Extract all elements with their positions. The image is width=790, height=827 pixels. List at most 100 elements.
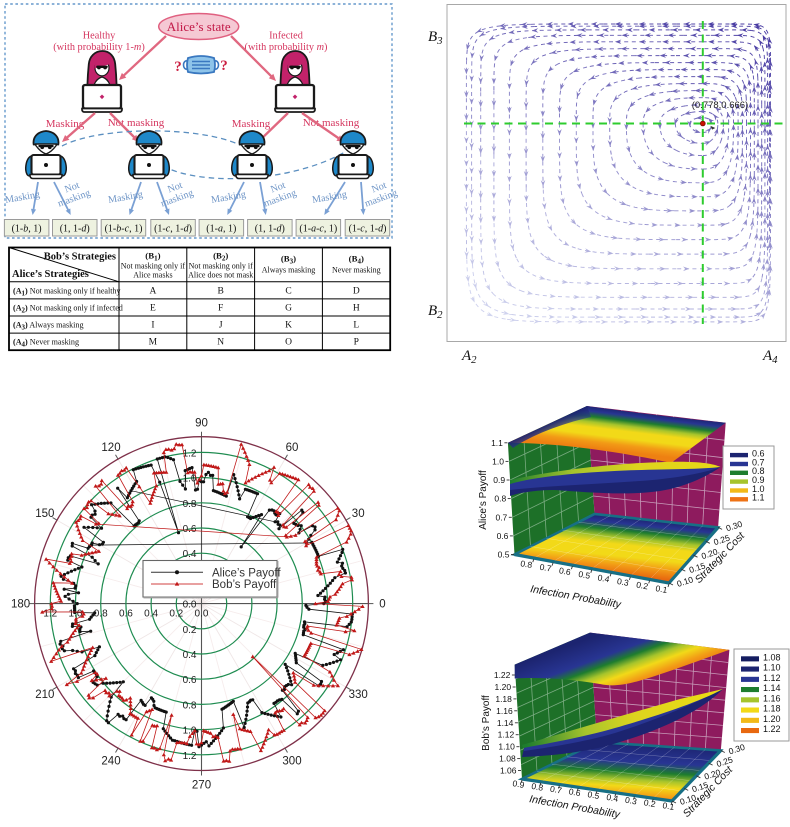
svg-text:J: J — [219, 321, 223, 331]
svg-text:0.0: 0.0 — [195, 609, 209, 620]
svg-text:Never masking: Never masking — [332, 266, 381, 275]
svg-text:(A1) Not masking only if healt: (A1) Not masking only if healthy — [13, 286, 122, 297]
svg-text:0.1: 0.1 — [655, 583, 669, 595]
svg-text:Not: Not — [370, 180, 388, 196]
svg-text:0.4: 0.4 — [144, 609, 158, 620]
svg-text:Not: Not — [269, 180, 287, 196]
svg-text:270: 270 — [192, 780, 211, 792]
svg-text:1.0: 1.0 — [69, 609, 83, 620]
svg-text:F: F — [218, 303, 223, 313]
svg-text:1.08: 1.08 — [499, 754, 516, 764]
svg-text:0.4: 0.4 — [183, 549, 197, 560]
svg-text:0.8: 0.8 — [183, 499, 197, 510]
svg-text:330: 330 — [349, 689, 368, 701]
svg-text:30: 30 — [352, 508, 365, 520]
svg-text:?: ? — [174, 59, 182, 75]
svg-text:D: D — [353, 286, 360, 296]
svg-text:0.7: 0.7 — [495, 512, 507, 522]
svg-text:?: ? — [220, 58, 228, 74]
svg-text:(1-a, 1): (1-a, 1) — [206, 224, 236, 235]
svg-text:0.1: 0.1 — [662, 800, 676, 812]
svg-text:Not masking only if: Not masking only if — [189, 262, 254, 271]
svg-text:(A2) Not masking only if infec: (A2) Not masking only if infected — [13, 303, 123, 314]
svg-text:0.25: 0.25 — [715, 754, 734, 769]
svg-text:(B1): (B1) — [145, 251, 160, 263]
svg-text:Alice’s Strategies: Alice’s Strategies — [12, 269, 89, 280]
svg-text:(1-b, 1): (1-b, 1) — [12, 224, 42, 235]
svg-text:1.14: 1.14 — [497, 718, 514, 728]
svg-text:0.8: 0.8 — [494, 494, 506, 504]
svg-text:Alice's Payoff: Alice's Payoff — [478, 470, 489, 530]
svg-text:0.9: 0.9 — [752, 475, 765, 485]
svg-text:0.6: 0.6 — [119, 609, 133, 620]
svg-text:1.16: 1.16 — [763, 693, 781, 703]
svg-text:180: 180 — [11, 599, 30, 611]
svg-text:Always masking: Always masking — [262, 266, 316, 275]
svg-text:1.22: 1.22 — [494, 670, 511, 680]
svg-text:0.6: 0.6 — [183, 675, 197, 686]
svg-text:1.10: 1.10 — [498, 742, 515, 752]
svg-text:0.2: 0.2 — [643, 797, 657, 809]
svg-text:120: 120 — [101, 442, 120, 454]
svg-text:0.20: 0.20 — [700, 546, 719, 561]
svg-text:(A3) Always masking: (A3) Always masking — [13, 321, 84, 332]
svg-text:(1-c, 1-d): (1-c, 1-d) — [349, 224, 387, 235]
svg-text:0.6: 0.6 — [752, 449, 765, 459]
svg-text:0.3: 0.3 — [624, 795, 638, 807]
svg-text:(with probability 1-m): (with probability 1-m) — [53, 42, 145, 53]
svg-text:0.8: 0.8 — [183, 700, 197, 711]
svg-text:0.6: 0.6 — [183, 524, 197, 535]
svg-text:Bob’s Strategies: Bob’s Strategies — [44, 252, 116, 263]
svg-text:0.30: 0.30 — [727, 742, 746, 757]
svg-text:0.7: 0.7 — [549, 784, 563, 796]
svg-text:150: 150 — [35, 508, 54, 520]
svg-text:E: E — [150, 303, 156, 313]
svg-text:Infected: Infected — [269, 31, 304, 42]
svg-text:0.3: 0.3 — [616, 576, 630, 588]
svg-text:Alice masks: Alice masks — [133, 271, 172, 280]
svg-text:1.16: 1.16 — [496, 706, 513, 716]
svg-text:0.30: 0.30 — [725, 519, 744, 534]
svg-text:Not masking: Not masking — [303, 117, 360, 129]
svg-text:A: A — [149, 286, 156, 296]
svg-text:1.2: 1.2 — [183, 751, 197, 762]
svg-text:0.2: 0.2 — [636, 579, 650, 591]
svg-text:M: M — [149, 338, 158, 348]
svg-text:0.0: 0.0 — [183, 600, 197, 611]
svg-text:P: P — [354, 338, 359, 348]
svg-text:0.10: 0.10 — [679, 792, 698, 807]
svg-text:(B4): (B4) — [349, 254, 364, 266]
svg-text:0.4: 0.4 — [597, 572, 611, 584]
svg-text:G: G — [285, 303, 292, 313]
svg-text:(1-a-c, 1): (1-a-c, 1) — [299, 224, 337, 235]
svg-text:1.20: 1.20 — [763, 714, 781, 724]
svg-text:1.18: 1.18 — [495, 694, 512, 704]
svg-text:Alice does not mask: Alice does not mask — [188, 271, 253, 280]
svg-text:Bob’s Payoff: Bob’s Payoff — [212, 579, 277, 591]
svg-text:300: 300 — [282, 755, 301, 767]
svg-text:60: 60 — [286, 442, 299, 454]
svg-text:1.1: 1.1 — [752, 493, 765, 503]
svg-text:Bob's Payoff: Bob's Payoff — [481, 695, 492, 751]
svg-text:L: L — [353, 321, 359, 331]
svg-text:1.0: 1.0 — [752, 484, 765, 494]
svg-text:(1-c, 1-d): (1-c, 1-d) — [154, 224, 192, 235]
svg-text:0.8: 0.8 — [520, 558, 534, 570]
svg-text:0.8: 0.8 — [752, 466, 765, 476]
svg-text:1.12: 1.12 — [763, 673, 781, 683]
svg-text:0.9: 0.9 — [493, 475, 505, 485]
svg-text:0: 0 — [379, 599, 385, 611]
svg-text:1.2: 1.2 — [43, 609, 57, 620]
svg-text:0.5: 0.5 — [587, 789, 601, 801]
svg-text:0.5: 0.5 — [578, 569, 592, 581]
svg-text:1.1: 1.1 — [491, 438, 503, 448]
svg-text:1.2: 1.2 — [183, 448, 197, 459]
svg-text:(0.778,0.666): (0.778,0.666) — [692, 100, 749, 111]
svg-text:0.15: 0.15 — [688, 560, 707, 575]
svg-text:1.08: 1.08 — [763, 652, 781, 662]
svg-text:0.25: 0.25 — [712, 532, 731, 547]
svg-text:(1-b-c, 1): (1-b-c, 1) — [105, 224, 143, 235]
svg-text:Alice’s Payoff: Alice’s Payoff — [212, 568, 281, 580]
svg-text:1.20: 1.20 — [495, 682, 512, 692]
svg-text:0.15: 0.15 — [691, 780, 710, 795]
